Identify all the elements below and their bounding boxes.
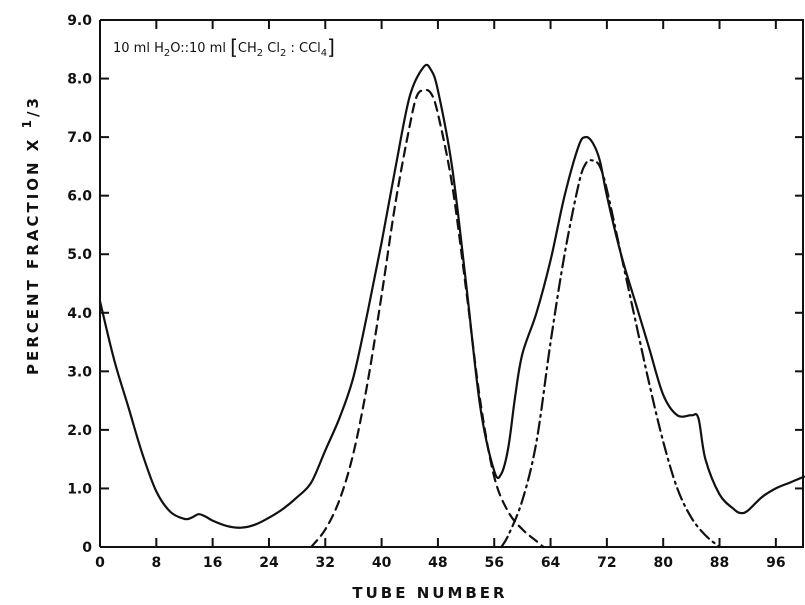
annotation-bracket: ] — [327, 35, 335, 59]
x-tick-label: 8 — [151, 555, 161, 571]
annotation-part: 10 ml H — [113, 41, 164, 56]
x-tick-label: 40 — [372, 555, 392, 571]
annotation-bracket: [ — [230, 35, 238, 59]
annotation-subscript: 2 — [280, 48, 286, 59]
x-tick-label: 72 — [597, 555, 616, 571]
annotation-subscript: 2 — [164, 48, 170, 59]
annotation-part: : CCl — [286, 41, 320, 56]
x-tick-label: 0 — [95, 555, 105, 571]
x-tick-label: 64 — [541, 555, 561, 571]
y-axis-title-denominator: 3 — [24, 95, 42, 108]
x-tick-label: 32 — [316, 555, 335, 571]
x-ticks: 0 8 16 24 32 40 48 56 64 72 80 88 96 — [95, 20, 786, 571]
annotation-part: CH — [238, 41, 257, 56]
y-ticks: 0 1.0 2.0 3.0 4.0 5.0 6.0 7.0 8.0 9.0 — [67, 13, 804, 556]
x-tick-label: 88 — [710, 555, 729, 571]
x-tick-label: 56 — [484, 555, 503, 571]
y-axis-title-text: PERCENT FRACTION X — [24, 128, 42, 375]
y-axis-title-slash: / — [24, 109, 42, 117]
x-tick-label: 24 — [259, 555, 279, 571]
annotation-subscript: 2 — [257, 48, 263, 59]
y-axis-title-numerator: 1 — [20, 117, 34, 128]
y-tick-label: 9.0 — [67, 13, 92, 29]
annotation-part: Cl — [263, 41, 280, 56]
series-layer — [98, 63, 805, 549]
y-tick-label: 8.0 — [67, 72, 92, 88]
y-tick-label: 0 — [82, 540, 92, 556]
y-tick-label: 1.0 — [67, 481, 92, 497]
y-tick-label: 6.0 — [67, 189, 92, 205]
y-tick-label: 4.0 — [67, 306, 92, 322]
annotation-subscript: 4 — [321, 48, 327, 59]
x-tick-label: 96 — [766, 555, 785, 571]
y-axis-title: PERCENT FRACTION X 1/3 — [20, 95, 42, 375]
y-tick-label: 2.0 — [67, 423, 92, 439]
y-tick-label: 5.0 — [67, 247, 92, 263]
y-tick-label: 7.0 — [67, 130, 92, 146]
annotation-part: O::10 ml — [170, 41, 230, 56]
series-line-solid — [98, 63, 805, 529]
y-tick-label: 3.0 — [67, 364, 92, 380]
x-tick-label: 48 — [428, 555, 447, 571]
x-axis-title: TUBE NUMBER — [352, 584, 507, 602]
x-tick-label: 80 — [653, 555, 673, 571]
x-tick-label: 16 — [203, 555, 222, 571]
series-line-dashed — [310, 88, 545, 549]
series-line-dashdot — [500, 159, 721, 549]
annotation: 10 ml H2O::10 ml [CH2 Cl2 : CCl4] — [113, 35, 335, 59]
